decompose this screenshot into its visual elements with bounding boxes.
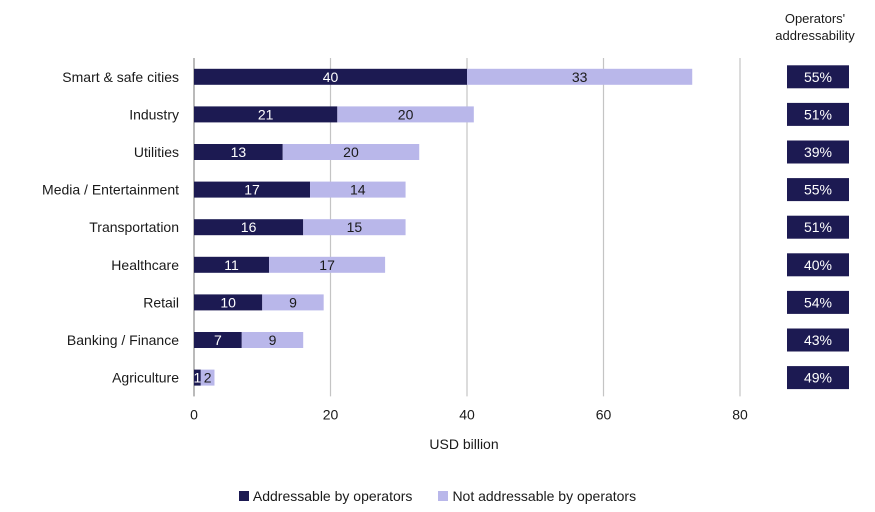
addressability-box: [787, 140, 849, 164]
bar-addressable: [194, 106, 338, 123]
legend-swatch-not-addressable: [438, 491, 449, 501]
addressability-value: 54%: [804, 294, 832, 310]
data-label: 11: [224, 257, 239, 273]
data-label: 2: [204, 370, 212, 386]
addressability-box: [787, 328, 849, 352]
legend-label-addressable: Addressable by operators: [252, 488, 413, 504]
addressability-value: 43%: [804, 332, 832, 348]
addressability-box: [787, 65, 849, 89]
addressability-header-line2: addressability: [775, 28, 855, 43]
addressability-header-line1: Operators': [784, 11, 846, 26]
data-label: 13: [231, 144, 247, 160]
addressability-box: [787, 215, 849, 239]
bar-not-addressable: [282, 144, 420, 160]
category-label: Media / Entertainment: [42, 182, 179, 198]
addressability-value: 49%: [804, 370, 832, 386]
data-label: 17: [244, 182, 260, 198]
data-label: 15: [347, 219, 363, 235]
bar-addressable: [194, 144, 283, 160]
addressability-header: Operators' addressability: [750, 10, 875, 44]
data-label: 10: [220, 294, 236, 310]
x-tick-label: 40: [459, 406, 475, 422]
bar-addressable: [194, 256, 270, 273]
bars: 40 33 21 20 13 20 17 14 16 15 11 17 10 9 7 9 1 2: [194, 68, 693, 386]
addressability-value: 51%: [804, 106, 832, 122]
addressability-box: [787, 253, 849, 277]
bar-not-addressable: [269, 256, 386, 273]
bar-not-addressable: [241, 332, 304, 348]
x-tick-label: 0: [190, 406, 198, 422]
x-tick-label: 80: [732, 406, 748, 422]
legend-item-not-addressable: Not addressable by operators: [438, 488, 636, 504]
addressability-value: 40%: [804, 257, 832, 273]
addressability-value: 55%: [804, 69, 832, 85]
bar-not-addressable: [262, 294, 324, 311]
addressability-box: [787, 102, 849, 126]
x-tick-label: 20: [323, 406, 339, 422]
addressability-box: [787, 178, 849, 202]
addressability-boxes: 55% 51% 39% 55% 51% 40% 54% 43% 49%: [787, 65, 849, 390]
bar-not-addressable: [467, 68, 693, 85]
category-label: Agriculture: [112, 370, 179, 386]
category-label: Banking / Finance: [67, 332, 179, 348]
x-axis-title: USD billion: [429, 436, 499, 452]
data-label: 9: [269, 332, 277, 348]
bar-addressable: [194, 68, 467, 85]
bar-addressable: [194, 219, 304, 236]
legend: Addressable by operators Not addressable…: [0, 488, 875, 504]
data-label: 17: [319, 257, 335, 273]
data-label: 40: [323, 69, 339, 85]
data-label: 14: [350, 182, 366, 198]
data-label: 21: [258, 106, 274, 122]
bar-not-addressable: [303, 219, 406, 236]
data-label: 9: [289, 294, 297, 310]
bar-addressable: [194, 332, 242, 348]
category-label: Healthcare: [111, 257, 179, 273]
data-label: 7: [214, 332, 222, 348]
category-label: Transportation: [89, 219, 179, 235]
addressability-value: 55%: [804, 182, 832, 198]
data-label: 20: [398, 106, 414, 122]
category-label: Smart & safe cities: [62, 69, 179, 85]
data-label: 20: [343, 144, 359, 160]
legend-label-not-addressable: Not addressable by operators: [452, 488, 637, 504]
bar-not-addressable: [310, 181, 406, 198]
addressability-box: [787, 366, 849, 390]
bar-addressable: [194, 294, 263, 311]
legend-item-addressable: Addressable by operators: [238, 488, 413, 504]
data-label: 33: [572, 69, 588, 85]
x-tick-label: 60: [596, 406, 612, 422]
bar-addressable: [194, 369, 201, 386]
addressability-value: 51%: [804, 219, 832, 235]
x-tick-labels: 0 20 40 60 80: [190, 406, 748, 422]
category-label: Retail: [143, 294, 179, 310]
legend-swatch-addressable: [238, 491, 249, 501]
category-labels: Smart & safe cities Industry Utilities Medi…: [42, 69, 179, 386]
bar-not-addressable: [200, 369, 215, 386]
bar-not-addressable: [337, 106, 474, 123]
addressability-box: [787, 290, 849, 314]
addressability-value: 39%: [804, 144, 832, 160]
bar-addressable: [194, 181, 311, 198]
data-label: 1: [194, 370, 202, 386]
category-label: Utilities: [134, 144, 179, 160]
data-label: 16: [241, 219, 257, 235]
category-label: Industry: [129, 106, 179, 122]
